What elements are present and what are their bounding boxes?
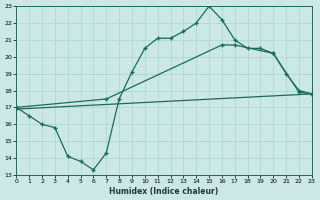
X-axis label: Humidex (Indice chaleur): Humidex (Indice chaleur) [109, 187, 219, 196]
